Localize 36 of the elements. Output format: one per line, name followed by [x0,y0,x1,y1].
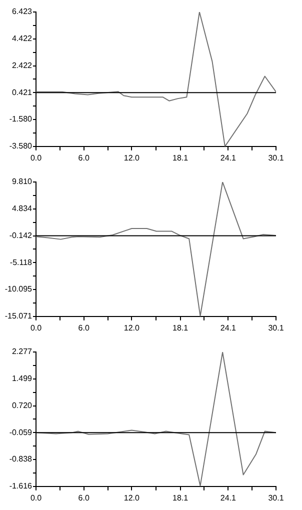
x-tick-label: 12.0 [124,153,140,162]
x-tick-label: 6.0 [78,493,90,502]
x-tick-label: 24.1 [220,323,236,332]
x-tick-label: 30.1 [268,493,284,502]
y-tick-label: 6.423 [12,7,33,16]
y-tick-label: 2.422 [12,60,33,70]
x-tick-label: 30.1 [268,153,284,162]
y-tick-label: 4.834 [12,204,33,214]
y-tick-label: -5.118 [10,258,33,267]
y-tick-label: -0.142 [9,230,33,240]
x-tick-label: 18.1 [172,493,189,502]
x-tick-label: 6.0 [78,323,90,332]
x-tick-label: 12.0 [124,493,140,502]
x-tick-label: 24.1 [220,153,236,162]
y-tick-label: 0.720 [12,400,33,410]
y-tick-label: -3.580 [9,142,33,151]
y-tick-label: -15.071 [4,312,33,321]
y-tick-label: 0.421 [12,88,33,97]
x-tick-label: 18.1 [172,153,189,162]
y-tick-label: 2.277 [12,347,33,356]
y-tick-label: -0.838 [9,454,33,464]
y-tick-label: -1.580 [9,114,33,124]
x-tick-label: 0.0 [30,153,42,162]
x-tick-label: 6.0 [78,153,90,162]
y-tick-label: 9.810 [12,177,33,186]
x-tick-label: 18.1 [172,323,189,332]
x-tick-label: 24.1 [220,493,236,502]
x-tick-label: 0.0 [30,323,42,332]
x-tick-label: 12.0 [124,323,140,332]
y-tick-label: -10.095 [4,284,33,294]
y-tick-label: 4.422 [12,34,33,44]
y-tick-label: -1.616 [9,482,33,491]
x-tick-label: 30.1 [268,323,284,332]
y-tick-label: -0.059 [9,428,33,437]
y-tick-label: 1.499 [12,374,33,384]
x-tick-label: 0.0 [30,493,42,502]
